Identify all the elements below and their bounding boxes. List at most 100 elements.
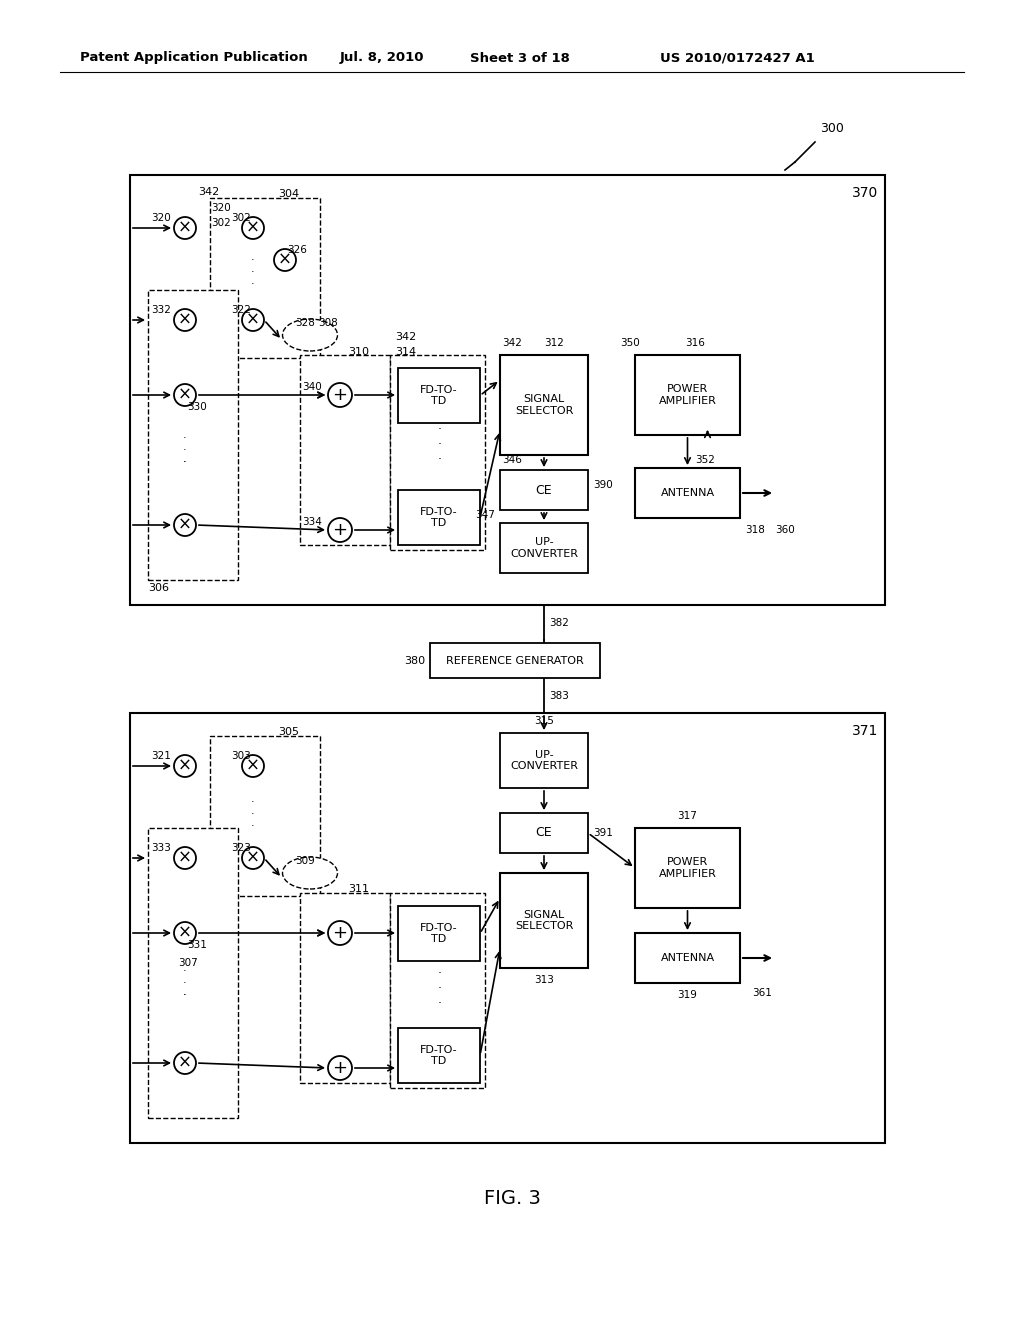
Bar bbox=[398, 906, 480, 961]
Text: FD-TO-
TD: FD-TO- TD bbox=[420, 923, 458, 944]
Text: 319: 319 bbox=[678, 990, 697, 1001]
Text: ×: × bbox=[178, 312, 191, 329]
Bar bbox=[390, 355, 485, 550]
Circle shape bbox=[242, 216, 264, 239]
Text: +: + bbox=[333, 521, 347, 539]
Bar bbox=[500, 733, 588, 788]
Bar bbox=[500, 355, 588, 455]
Bar bbox=[500, 813, 588, 853]
Text: SIGNAL
SELECTOR: SIGNAL SELECTOR bbox=[515, 395, 573, 416]
Text: 322: 322 bbox=[231, 305, 251, 315]
Ellipse shape bbox=[283, 857, 338, 888]
Text: ×: × bbox=[178, 924, 191, 942]
Text: US 2010/0172427 A1: US 2010/0172427 A1 bbox=[660, 51, 815, 65]
Circle shape bbox=[328, 1056, 352, 1080]
Circle shape bbox=[174, 755, 196, 777]
Text: 361: 361 bbox=[752, 987, 772, 998]
Text: ×: × bbox=[246, 312, 260, 329]
Text: +: + bbox=[333, 924, 347, 942]
Bar bbox=[148, 290, 238, 579]
Text: 303: 303 bbox=[231, 751, 251, 762]
Text: 380: 380 bbox=[403, 656, 425, 665]
Circle shape bbox=[174, 1052, 196, 1074]
Text: 347: 347 bbox=[475, 510, 495, 520]
Text: Patent Application Publication: Patent Application Publication bbox=[80, 51, 308, 65]
Text: 342: 342 bbox=[198, 187, 219, 197]
Text: ·
·
·: · · · bbox=[438, 968, 442, 1011]
Circle shape bbox=[242, 847, 264, 869]
Text: ·
·
·: · · · bbox=[183, 433, 186, 466]
Bar bbox=[500, 523, 588, 573]
Text: 342: 342 bbox=[395, 333, 416, 342]
Text: SIGNAL
SELECTOR: SIGNAL SELECTOR bbox=[515, 909, 573, 932]
Text: ×: × bbox=[178, 516, 191, 535]
Circle shape bbox=[174, 513, 196, 536]
Text: 346: 346 bbox=[502, 455, 522, 465]
Text: ×: × bbox=[246, 219, 260, 238]
Text: 302: 302 bbox=[211, 218, 231, 228]
Bar bbox=[398, 1028, 480, 1082]
Text: FD-TO-
TD: FD-TO- TD bbox=[420, 1044, 458, 1067]
Bar bbox=[210, 737, 319, 896]
Text: 305: 305 bbox=[278, 727, 299, 737]
Text: 331: 331 bbox=[187, 940, 207, 950]
Text: POWER
AMPLIFIER: POWER AMPLIFIER bbox=[658, 384, 717, 405]
Circle shape bbox=[274, 249, 296, 271]
Text: 334: 334 bbox=[302, 517, 322, 527]
Text: REFERENCE GENERATOR: REFERENCE GENERATOR bbox=[446, 656, 584, 665]
Circle shape bbox=[328, 383, 352, 407]
Bar bbox=[635, 933, 740, 983]
Bar bbox=[148, 828, 238, 1118]
Circle shape bbox=[174, 216, 196, 239]
Text: ·: · bbox=[183, 990, 186, 1001]
Text: ×: × bbox=[178, 385, 191, 404]
Circle shape bbox=[174, 921, 196, 944]
Text: 308: 308 bbox=[318, 318, 338, 327]
Text: ×: × bbox=[246, 849, 260, 867]
Text: 342: 342 bbox=[502, 338, 522, 348]
Text: 320: 320 bbox=[152, 213, 171, 223]
Bar bbox=[500, 873, 588, 968]
Text: +: + bbox=[333, 385, 347, 404]
Text: 360: 360 bbox=[775, 525, 795, 535]
Bar bbox=[300, 355, 390, 545]
Bar bbox=[398, 490, 480, 545]
Text: ×: × bbox=[178, 756, 191, 775]
Text: CE: CE bbox=[536, 483, 552, 496]
Text: 315: 315 bbox=[535, 715, 554, 726]
Bar bbox=[635, 828, 740, 908]
Ellipse shape bbox=[283, 319, 338, 351]
Bar bbox=[210, 198, 319, 358]
Text: 330: 330 bbox=[187, 403, 207, 412]
Circle shape bbox=[242, 309, 264, 331]
Text: Jul. 8, 2010: Jul. 8, 2010 bbox=[340, 51, 425, 65]
Bar bbox=[130, 713, 885, 1143]
Text: 313: 313 bbox=[535, 975, 554, 985]
Text: 302: 302 bbox=[231, 213, 251, 223]
Text: 340: 340 bbox=[302, 381, 322, 392]
Circle shape bbox=[174, 384, 196, 407]
Text: 382: 382 bbox=[549, 618, 569, 628]
Text: 312: 312 bbox=[544, 338, 564, 348]
Text: 332: 332 bbox=[152, 305, 171, 315]
Text: 391: 391 bbox=[593, 828, 613, 838]
Text: 304: 304 bbox=[278, 189, 299, 199]
Text: ·
·
·: · · · bbox=[438, 424, 442, 466]
Text: 311: 311 bbox=[348, 884, 369, 894]
Text: FD-TO-
TD: FD-TO- TD bbox=[420, 507, 458, 528]
Text: UP-
CONVERTER: UP- CONVERTER bbox=[510, 537, 578, 558]
Text: 306: 306 bbox=[148, 583, 169, 593]
Text: 371: 371 bbox=[852, 723, 879, 738]
Text: 318: 318 bbox=[745, 525, 765, 535]
Bar bbox=[130, 176, 885, 605]
Text: +: + bbox=[333, 1059, 347, 1077]
Text: ×: × bbox=[279, 251, 292, 269]
Text: ×: × bbox=[178, 849, 191, 867]
Text: 307: 307 bbox=[178, 958, 198, 968]
Text: 300: 300 bbox=[820, 121, 844, 135]
Text: 333: 333 bbox=[152, 843, 171, 853]
Text: 326: 326 bbox=[287, 246, 307, 255]
Text: ×: × bbox=[178, 1053, 191, 1072]
Text: 310: 310 bbox=[348, 347, 369, 356]
Text: 317: 317 bbox=[678, 810, 697, 821]
